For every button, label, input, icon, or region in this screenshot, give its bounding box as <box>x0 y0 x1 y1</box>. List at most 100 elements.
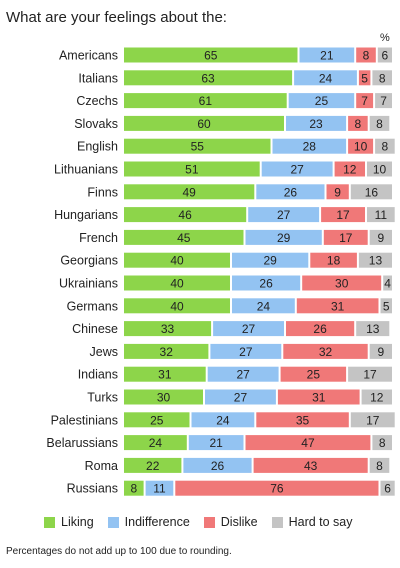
value-label-belarussians-dislike: 47 <box>301 436 315 450</box>
bar-turks-dislike <box>277 389 360 405</box>
value-label-czechs-indifference: 25 <box>315 94 329 108</box>
value-label-finns-hard-to-say: 16 <box>365 185 379 199</box>
bar-turks-indifference <box>205 389 276 405</box>
value-label-chinese-indifference: 27 <box>242 322 256 336</box>
value-label-italians-hard-to-say: 8 <box>379 71 386 85</box>
value-label-lithuanians-indifference: 27 <box>290 163 304 177</box>
legend-swatch-liking <box>44 516 55 528</box>
value-label-finns-liking: 49 <box>182 185 196 199</box>
legend-label-dislike: Dislike <box>220 515 258 529</box>
value-label-turks-dislike: 31 <box>312 391 326 405</box>
bar-english-hard-to-say <box>375 138 395 154</box>
chart-title: What are your feelings about the: <box>6 9 227 26</box>
bar-lithuanians-dislike <box>334 161 365 177</box>
value-label-americans-hard-to-say: 6 <box>382 49 389 63</box>
value-label-russians-hard-to-say: 6 <box>384 482 391 496</box>
bar-english-dislike <box>348 138 374 154</box>
value-label-jews-liking: 32 <box>160 345 174 359</box>
value-label-americans-liking: 65 <box>204 49 218 63</box>
value-label-french-dislike: 17 <box>339 231 353 245</box>
bar-georgians-indifference <box>232 252 309 268</box>
value-label-hungarians-dislike: 17 <box>336 208 350 222</box>
bar-indians-indifference <box>207 366 279 382</box>
legend-label-hard-to-say: Hard to say <box>288 515 353 529</box>
value-label-english-hard-to-say: 8 <box>382 140 389 154</box>
bar-roma-indifference <box>183 457 252 473</box>
bar-chinese-indifference <box>213 321 284 337</box>
bar-americans-liking <box>124 47 298 63</box>
value-label-palestinians-indifference: 24 <box>216 413 230 427</box>
category-label-roma: Roma <box>85 459 118 473</box>
category-label-ukrainians: Ukrainians <box>59 277 118 291</box>
value-label-french-hard-to-say: 9 <box>378 231 385 245</box>
bar-germans-indifference <box>232 298 295 314</box>
value-label-chinese-hard-to-say: 13 <box>366 322 380 336</box>
bar-ukrainians-liking <box>124 275 230 291</box>
category-label-palestinians: Palestinians <box>51 413 118 427</box>
bar-slovaks-dislike <box>348 115 368 131</box>
bar-palestinians-indifference <box>191 412 255 428</box>
category-label-americans: Americans <box>59 49 118 63</box>
category-label-czechs: Czechs <box>76 94 118 108</box>
bar-lithuanians-hard-to-say <box>367 161 392 177</box>
bar-jews-liking <box>124 343 209 359</box>
value-label-french-indifference: 29 <box>277 231 291 245</box>
bar-chinese-hard-to-say <box>356 321 390 337</box>
value-label-indians-indifference: 27 <box>236 368 250 382</box>
legend-item-indifference: Indifference <box>107 515 190 529</box>
value-label-roma-dislike: 43 <box>304 459 318 473</box>
bar-ukrainians-indifference <box>232 275 301 291</box>
bar-indians-liking <box>124 366 206 382</box>
bar-hungarians-liking <box>124 207 247 223</box>
value-label-finns-dislike: 9 <box>334 185 341 199</box>
bar-jews-indifference <box>210 343 282 359</box>
bar-italians-liking <box>124 70 293 86</box>
bar-finns-indifference <box>256 184 325 200</box>
unit-label: % <box>380 32 390 44</box>
value-label-belarussians-indifference: 21 <box>209 436 223 450</box>
value-label-chinese-liking: 33 <box>161 322 175 336</box>
bar-belarussians-hard-to-say <box>372 435 392 451</box>
category-label-slovaks: Slovaks <box>74 117 118 131</box>
footnote: Percentages do not add up to 100 due to … <box>6 546 232 557</box>
bar-americans-hard-to-say <box>377 47 392 63</box>
value-label-slovaks-dislike: 8 <box>355 117 362 131</box>
category-label-germans: Germans <box>67 299 118 313</box>
category-label-chinese: Chinese <box>72 322 118 336</box>
value-label-italians-liking: 63 <box>201 71 215 85</box>
value-label-jews-dislike: 32 <box>319 345 333 359</box>
bar-italians-indifference <box>294 70 357 86</box>
legend-label-indifference: Indifference <box>124 515 190 529</box>
category-label-lithuanians: Lithuanians <box>54 163 118 177</box>
bar-czechs-indifference <box>288 93 355 109</box>
value-label-georgians-dislike: 18 <box>327 254 341 268</box>
bar-slovaks-hard-to-say <box>369 115 390 131</box>
bar-russians-liking <box>124 480 144 496</box>
legend-swatch-indifference <box>107 516 119 528</box>
value-label-english-liking: 55 <box>191 140 205 154</box>
value-label-slovaks-liking: 60 <box>197 117 211 131</box>
value-label-czechs-dislike: 7 <box>361 94 368 108</box>
value-label-palestinians-dislike: 35 <box>296 413 310 427</box>
bar-hungarians-dislike <box>321 207 365 223</box>
value-label-belarussians-liking: 24 <box>149 436 163 450</box>
value-label-ukrainians-indifference: 26 <box>259 277 273 291</box>
bar-english-indifference <box>272 138 347 154</box>
value-label-indians-liking: 31 <box>158 368 172 382</box>
category-label-english: English <box>77 140 118 154</box>
value-label-french-liking: 45 <box>177 231 191 245</box>
bar-indians-dislike <box>280 366 347 382</box>
bar-czechs-hard-to-say <box>375 93 392 109</box>
value-label-indians-dislike: 25 <box>307 368 321 382</box>
bar-belarussians-liking <box>124 435 187 451</box>
bar-french-liking <box>124 229 244 245</box>
value-label-russians-indifference: 11 <box>153 482 166 496</box>
bar-germans-liking <box>124 298 230 314</box>
bar-roma-hard-to-say <box>369 457 390 473</box>
value-label-finns-indifference: 26 <box>284 185 298 199</box>
bar-finns-dislike <box>326 184 349 200</box>
bar-french-indifference <box>245 229 322 245</box>
bar-italians-dislike <box>358 70 371 86</box>
